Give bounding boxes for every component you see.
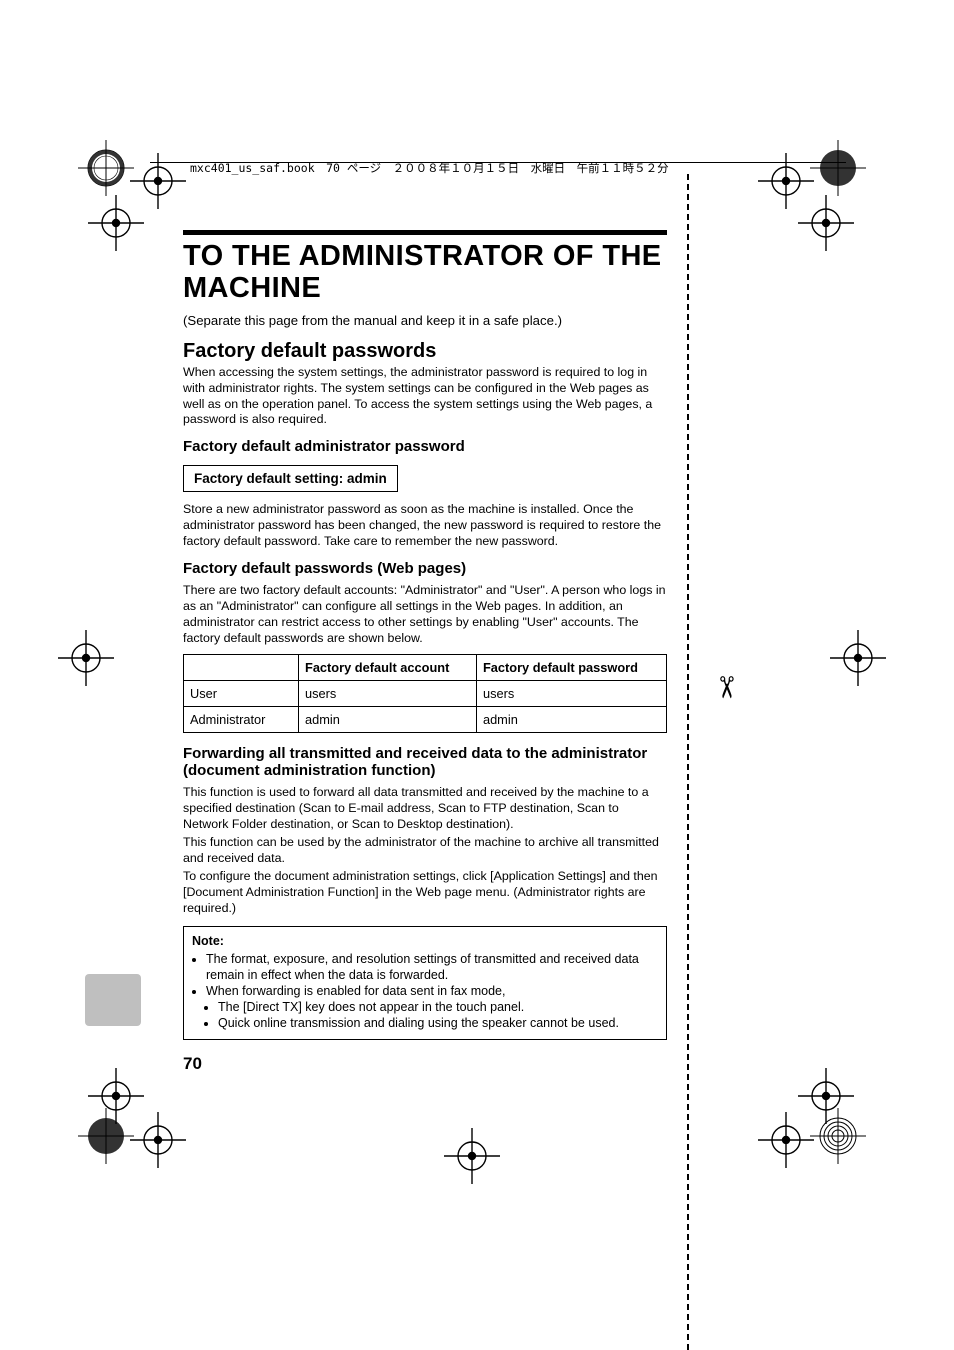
subtitle: (Separate this page from the manual and … (183, 313, 667, 328)
reg-mark-br2 (758, 1112, 798, 1152)
reg-mark-bc (444, 1128, 484, 1168)
paragraph-4: This function is used to forward all dat… (183, 785, 667, 833)
subheading-web-passwords: Factory default passwords (Web pages) (183, 560, 667, 577)
note-label: Note: (192, 933, 658, 949)
table-header-row: Factory default account Factory default … (184, 655, 667, 681)
cut-line (687, 174, 689, 1350)
reg-mark-tr (810, 140, 866, 196)
default-setting-box: Factory default setting: admin (183, 465, 398, 492)
paragraph-3: There are two factory default accounts: … (183, 583, 667, 647)
table-header-password: Factory default password (476, 655, 666, 681)
paragraph-6: To configure the document administration… (183, 869, 667, 917)
credentials-table: Factory default account Factory default … (183, 654, 667, 733)
side-tab (85, 974, 141, 1026)
paragraph-1: When accessing the system settings, the … (183, 365, 667, 429)
subheading-forwarding: Forwarding all transmitted and received … (183, 745, 667, 779)
table-cell: admin (299, 707, 477, 733)
reg-mark-tl2 (130, 153, 170, 193)
reg-mark-bl3 (88, 1068, 128, 1108)
note-subitem: Quick online transmission and dialing us… (218, 1015, 658, 1031)
reg-mark-tr2 (758, 153, 798, 193)
reg-mark-tl3 (88, 195, 128, 235)
table-header-blank (184, 655, 299, 681)
page-number: 70 (183, 1054, 667, 1074)
reg-mark-tl (78, 140, 134, 196)
reg-mark-br3 (798, 1068, 838, 1108)
scissors-icon: ✂ (708, 675, 743, 700)
note-item: The format, exposure, and resolution set… (206, 951, 658, 983)
page-title: TO THE ADMINISTRATOR OF THE MACHINE (183, 241, 667, 305)
reg-mark-tr3 (798, 195, 838, 235)
table-row: User users users (184, 681, 667, 707)
note-box: Note: The format, exposure, and resoluti… (183, 926, 667, 1040)
table-cell: Administrator (184, 707, 299, 733)
title-rule (183, 230, 667, 235)
note-list: The format, exposure, and resolution set… (192, 951, 658, 1031)
table-cell: User (184, 681, 299, 707)
table-cell: admin (476, 707, 666, 733)
section-heading-passwords: Factory default passwords (183, 340, 667, 363)
note-sublist: The [Direct TX] key does not appear in t… (206, 999, 658, 1031)
note-subitem: The [Direct TX] key does not appear in t… (218, 999, 658, 1015)
note-item-text: When forwarding is enabled for data sent… (206, 984, 505, 998)
table-row: Administrator admin admin (184, 707, 667, 733)
table-cell: users (476, 681, 666, 707)
reg-mark-ml (58, 630, 98, 670)
paragraph-5: This function can be used by the adminis… (183, 835, 667, 867)
table-cell: users (299, 681, 477, 707)
header-strip-text: mxc401_us_saf.book 70 ページ ２００８年１０月１５日 水曜… (190, 160, 669, 176)
page-content: TO THE ADMINISTRATOR OF THE MACHINE (Sep… (183, 230, 667, 1074)
table-header-account: Factory default account (299, 655, 477, 681)
reg-mark-mr (830, 630, 870, 670)
paragraph-2: Store a new administrator password as so… (183, 502, 667, 550)
note-item: When forwarding is enabled for data sent… (206, 983, 658, 1031)
subheading-admin-password: Factory default administrator password (183, 438, 667, 455)
